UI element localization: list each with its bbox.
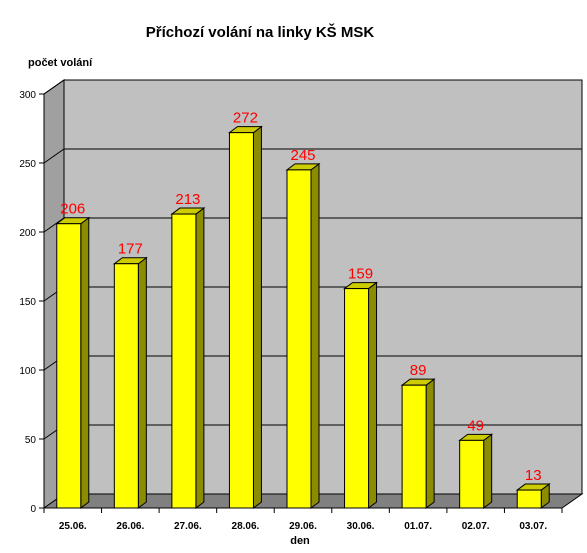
y-tick-label: 150 xyxy=(19,297,36,308)
x-tick-label: 28.06. xyxy=(232,521,260,532)
data-label: 159 xyxy=(348,266,373,283)
bar xyxy=(227,125,263,509)
bar-front xyxy=(286,169,312,509)
y-tick-label: 200 xyxy=(19,228,36,239)
bar-front xyxy=(401,384,427,509)
bar-front xyxy=(516,489,542,509)
data-label: 13 xyxy=(525,467,542,484)
data-label: 89 xyxy=(410,362,427,379)
data-label: 213 xyxy=(175,191,200,208)
bar-side xyxy=(483,433,493,509)
x-tick-label: 29.06. xyxy=(289,521,317,532)
bar xyxy=(515,483,551,509)
x-tick-label: 30.06. xyxy=(347,521,375,532)
bar-front xyxy=(459,439,485,509)
bar-side xyxy=(310,162,320,509)
bar xyxy=(458,433,494,509)
x-axis-label: den xyxy=(290,535,310,547)
x-tick-label: 03.07. xyxy=(519,521,547,532)
y-tick-label: 250 xyxy=(19,159,36,170)
x-tick-label: 27.06. xyxy=(174,521,202,532)
bar-front xyxy=(113,263,139,509)
bar-side xyxy=(252,125,262,509)
bar-front xyxy=(344,288,370,509)
gridline xyxy=(43,148,582,164)
x-tick-label: 01.07. xyxy=(404,521,432,532)
data-label: 49 xyxy=(467,417,484,434)
data-label: 245 xyxy=(290,147,315,164)
bar xyxy=(170,207,206,509)
y-tick-label: 0 xyxy=(30,504,36,515)
bar-front xyxy=(228,132,254,509)
bar-side xyxy=(425,378,435,509)
bar xyxy=(55,216,91,509)
chart-title: Příchozí volání na linky KŠ MSK xyxy=(146,23,375,41)
y-axis-label: počet volání xyxy=(28,57,93,69)
bar-side xyxy=(368,281,378,509)
bar xyxy=(400,378,436,509)
bar xyxy=(112,256,148,509)
bar-side xyxy=(137,256,147,509)
y-tick-label: 100 xyxy=(19,366,36,377)
bar-front xyxy=(171,213,197,509)
bar-side xyxy=(80,216,90,509)
y-tick-label: 300 xyxy=(19,90,36,101)
x-tick-label: 26.06. xyxy=(116,521,144,532)
bar-side xyxy=(195,207,205,509)
x-tick-label: 25.06. xyxy=(59,521,87,532)
bar-front xyxy=(56,223,82,509)
data-label: 272 xyxy=(233,110,258,127)
x-tick-label: 02.07. xyxy=(462,521,490,532)
bar xyxy=(343,281,379,509)
data-label: 206 xyxy=(60,201,85,218)
gridline xyxy=(43,79,582,95)
data-label: 177 xyxy=(118,241,143,258)
bar xyxy=(285,162,321,509)
y-tick-label: 50 xyxy=(25,435,37,446)
